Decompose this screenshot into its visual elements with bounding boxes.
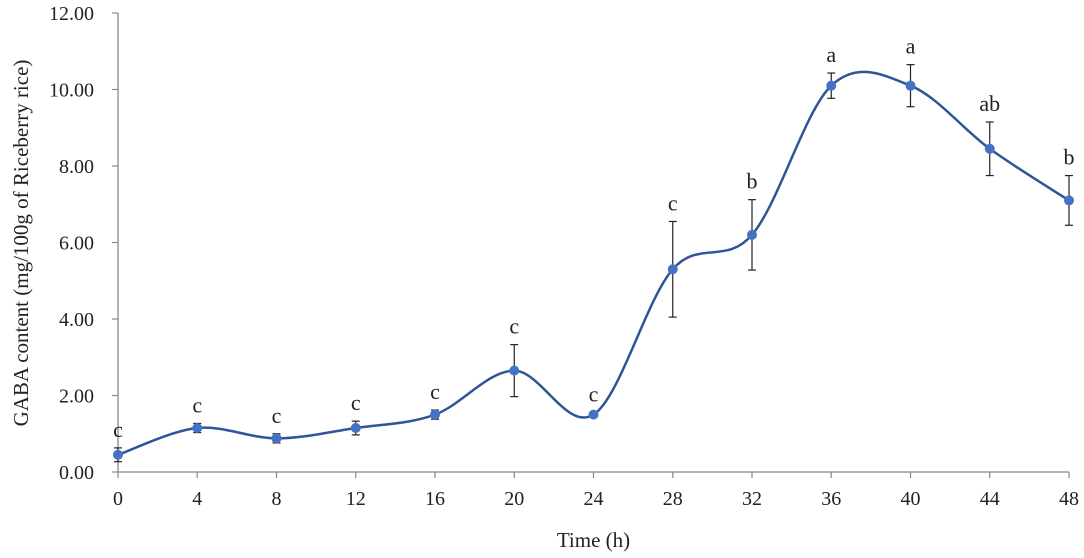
significance-label: c	[192, 392, 202, 417]
x-axis-title: Time (h)	[557, 528, 630, 552]
y-tick-label: 12.00	[49, 3, 94, 25]
y-tick-label: 4.00	[59, 309, 94, 331]
data-point	[430, 409, 440, 420]
y-axis-title: GABA content (mg/100g of Riceberry rice)	[9, 60, 33, 427]
x-tick-label: 16	[425, 488, 445, 510]
x-tick-label: 44	[980, 488, 1000, 510]
significance-label: c	[430, 379, 440, 404]
x-tick-label: 24	[584, 488, 604, 510]
significance-label: c	[589, 382, 599, 407]
x-tick-label: 0	[113, 488, 123, 510]
significance-label: b	[747, 169, 758, 194]
x-tick-label: 20	[504, 488, 524, 510]
y-tick-label: 0.00	[59, 462, 94, 484]
y-tick-label: 8.00	[59, 156, 94, 178]
y-tick-label: 6.00	[59, 233, 94, 255]
x-tick-label: 28	[663, 488, 683, 510]
x-tick-label: 4	[192, 488, 202, 510]
data-point	[192, 423, 203, 434]
data-point	[747, 229, 757, 240]
significance-label: c	[351, 390, 361, 415]
data-point	[509, 365, 520, 376]
data-point	[588, 409, 599, 420]
x-tick-label: 12	[346, 488, 366, 510]
y-tick-label: 2.00	[59, 386, 94, 408]
data-point	[1064, 195, 1074, 206]
x-tick-label: 48	[1059, 488, 1079, 510]
significance-label: c	[668, 190, 678, 215]
data-points	[113, 80, 1074, 460]
significance-label: c	[272, 403, 282, 428]
x-axis-ticks: 0 4 8 12 16 20 24 28 32 36 40 44 48	[113, 472, 1079, 510]
data-point	[984, 143, 995, 154]
significance-label: c	[509, 314, 519, 339]
y-axis-ticks: 0.00 2.00 4.00 6.00 8.00 10.00 12.00	[49, 3, 118, 484]
y-tick-label: 10.00	[49, 80, 94, 102]
data-point	[113, 449, 123, 460]
x-tick-label: 40	[901, 488, 921, 510]
significance-label: a	[826, 42, 836, 67]
significance-label: a	[906, 34, 916, 59]
data-point	[667, 264, 678, 275]
data-point	[826, 80, 837, 91]
x-tick-label: 36	[821, 488, 841, 510]
significance-label: c	[113, 417, 123, 442]
significance-labels: c c c c c c c c b a a ab b	[113, 34, 1074, 442]
x-tick-label: 32	[742, 488, 762, 510]
x-tick-label: 8	[272, 488, 282, 510]
data-point	[905, 80, 916, 91]
data-point	[271, 433, 282, 444]
significance-label: b	[1064, 145, 1075, 170]
significance-label: ab	[979, 91, 1000, 116]
data-point	[350, 423, 361, 434]
